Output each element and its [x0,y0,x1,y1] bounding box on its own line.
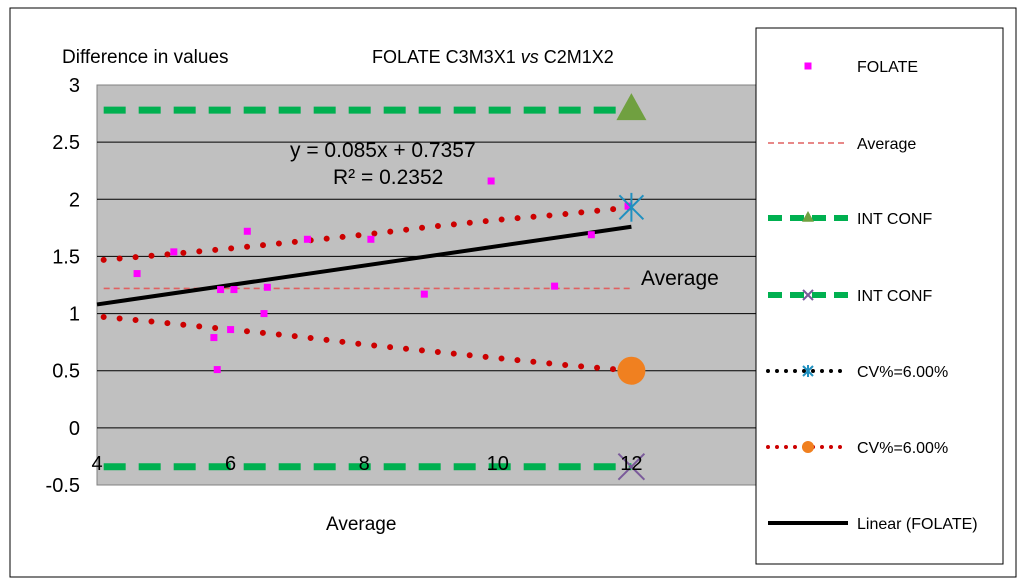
x-tick-labels: 4 6 8 10 12 [91,453,642,475]
x-tick-label: 4 [91,453,102,475]
folate-point [420,290,428,298]
legend-swatch-marker [802,365,814,377]
r-squared-label: R² = 0.2352 [333,166,443,189]
x-tick-label: 8 [359,453,370,475]
y-tick-label: -0.5 [46,475,80,497]
y-tick-label: 1.5 [52,246,80,268]
folate-point [133,270,141,278]
folate-point [367,235,375,243]
x-axis-title: Average [326,514,396,535]
y-tick-label: 2.5 [52,132,80,154]
folate-point [624,202,632,210]
series-int-conf [103,106,632,471]
legend-label: INT CONF [857,288,932,305]
series-folate [133,177,632,374]
legend-label: Linear (FOLATE) [857,516,978,533]
cv-upper-curve [100,204,635,263]
legend-swatch-marker [802,289,814,301]
legend-swatch-marker-stroke-b [802,289,814,301]
x-tick-label: 6 [225,453,236,475]
cv-upper-marker [618,192,645,222]
folate-point [210,334,218,342]
average-annotation: Average [641,267,719,290]
cv-lower-marker [617,356,646,385]
end-markers [616,93,647,481]
chart-title-rest: C2M1X2 [539,47,614,67]
folate-point [243,227,251,235]
legend-item: CV%=6.00% [766,364,948,381]
folate-point [170,248,178,256]
legend-swatch-marker [802,211,814,222]
chart-title-main: FOLATE C3M3X1 [372,47,521,67]
y-tick-label: 0.5 [52,361,80,383]
legend-swatch-marker [802,441,814,453]
legend-label: CV%=6.00% [857,364,948,381]
legend-item: FOLATE [804,59,918,76]
x-tick-label: 12 [620,453,642,475]
legend-swatch-square [804,62,812,70]
y-tick-label: 1 [69,304,80,326]
y-tick-labels: 3 2.5 2 1.5 1 0.5 0 -0.5 [46,75,80,497]
trendline-equation: y = 0.085x + 0.7357 [290,139,476,162]
legend-item: Average [768,136,916,153]
legend-label: Average [857,136,916,153]
legend-item: INT CONF [768,211,932,228]
folate-point [217,286,225,294]
folate-point [230,286,238,294]
cv-lower-curve [100,314,635,374]
chart-title: FOLATE C3M3X1 vs C2M1X2 [372,47,614,67]
legend: FOLATE Average INT CONF INT CONF CV%=6.00% CV… [766,59,978,533]
folate-point [587,231,595,239]
folate-point [487,177,495,185]
folate-point [260,310,268,318]
int-conf-upper-marker [616,93,647,121]
plot-area [96,84,766,486]
y-tick-label: 2 [69,189,80,211]
x-tick-label: 10 [487,453,509,475]
series-linear [96,224,632,307]
chart-title-vs: vs [521,47,539,67]
legend-item: INT CONF [768,288,932,305]
folate-point [263,283,271,291]
folate-point [213,366,221,374]
legend-item: Linear (FOLATE) [768,516,978,533]
int-conf-lower-marker [617,453,646,481]
legend-item: CV%=6.00% [766,440,948,457]
series-cv [100,204,635,374]
folate-point [227,326,235,334]
folate-point [303,235,311,243]
legend-label: CV%=6.00% [857,440,948,457]
y-axis-title: Difference in values [62,47,229,68]
y-tick-label: 0 [69,418,80,440]
int-conf-lower-marker-stroke-b [617,453,646,481]
legend-label: INT CONF [857,211,932,228]
legend-label: FOLATE [857,59,918,76]
linear-trendline [96,224,632,307]
y-tick-label: 3 [69,75,80,97]
folate-point [551,282,559,290]
